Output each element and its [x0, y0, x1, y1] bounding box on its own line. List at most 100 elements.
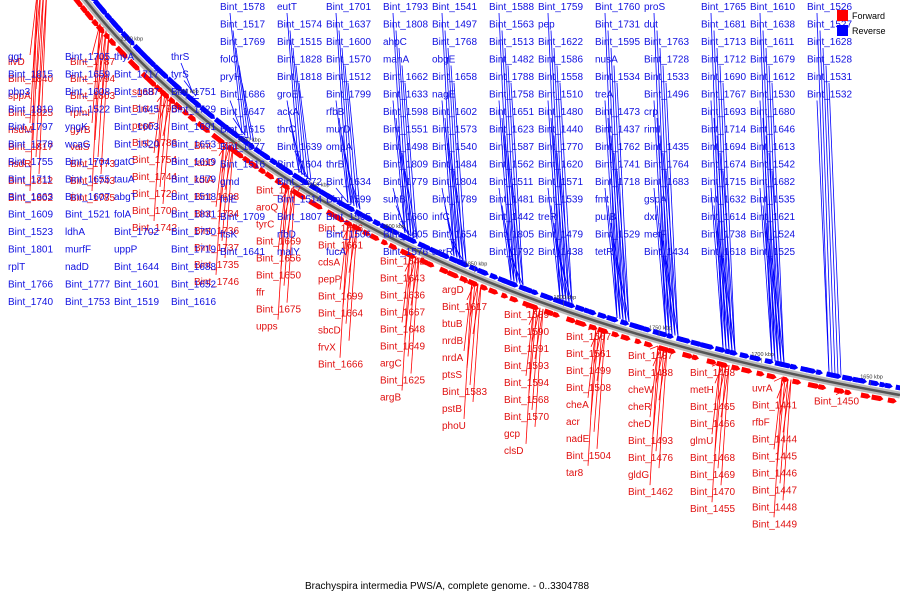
reverse-gene-label: Bint_1542: [750, 160, 795, 171]
forward-gene-arrow: [521, 300, 535, 309]
forward-label-line: [587, 327, 597, 398]
forward-gene-label: Bint_1786: [132, 138, 177, 149]
reverse-label-line: [510, 170, 524, 285]
reverse-gene-label: Bint_1690: [701, 72, 746, 83]
reverse-label-line: [816, 100, 830, 374]
reverse-gene-label: Bint_1719: [171, 245, 216, 256]
forward-label-line: [590, 328, 600, 415]
forward-label-line: [215, 140, 225, 275]
forward-gene-label: Bint_1568: [504, 395, 549, 406]
reverse-label-line: [719, 152, 733, 351]
forward-gene-arrows: [68, 0, 897, 404]
forward-gene-label: cheA: [566, 400, 589, 411]
reverse-gene-label: Bint_1805: [489, 230, 534, 241]
forward-label-line: [35, 0, 44, 90]
reverse-label-line: [398, 222, 412, 237]
forward-gene-label: Bint_1561: [566, 349, 611, 360]
reverse-label-line: [441, 100, 455, 257]
reverse-gene-label: Bint_1645: [114, 105, 159, 116]
reverse-label-line: [453, 82, 467, 262]
reverse-gene-arrow: [657, 330, 669, 338]
reverse-gene-arrow: [231, 130, 241, 139]
reverse-gene-label: Bint_1688: [171, 262, 216, 273]
scale-ticks: 2100 kbp 2050 kbp 2000 kbp 1950 kbp 1900 kbp…: [121, 36, 883, 386]
reverse-gene-label: Bint_1659: [65, 70, 110, 81]
forward-gene-arrow: [500, 292, 509, 299]
reverse-gene-label: Bint_1769: [220, 37, 265, 48]
reverse-gene-label: Bint_1765: [701, 2, 746, 13]
reverse-label-line: [507, 240, 521, 284]
forward-gene-arrow: [315, 203, 323, 210]
forward-gene-arrow: [325, 209, 336, 218]
reverse-gene-label: Bint_1712: [701, 55, 746, 66]
forward-label-line: [593, 329, 603, 432]
forward-gene-arrow: [807, 381, 820, 389]
reverse-gene-label: Bint_1762: [595, 142, 640, 153]
reverse-gene-label: Bint_1674: [701, 160, 746, 171]
reverse-label-line: [710, 187, 724, 349]
reverse-label-line: [453, 170, 467, 262]
forward-gene-arrow: [232, 148, 244, 159]
reverse-label-line: [504, 47, 518, 283]
reverse-gene-label: thrB: [326, 160, 345, 171]
reverse-gene-label: folE: [220, 195, 238, 206]
reverse-gene-label: rimI: [644, 125, 661, 136]
scale-tick-label: 2000 kbp: [238, 137, 261, 143]
reverse-gene-label: Bint_1632: [701, 195, 746, 206]
reverse-gene-label: Bint_1779: [383, 177, 428, 188]
reverse-gene-label: Bint_1653: [171, 140, 216, 151]
forward-label-line: [224, 147, 234, 190]
reverse-gene-arrow: [857, 377, 868, 384]
reverse-gene-label: Bint_1539: [538, 195, 583, 206]
forward-gene-arrow: [766, 372, 777, 380]
forward-gene-arrow: [667, 347, 676, 354]
forward-gene-arrow: [407, 252, 416, 259]
reverse-gene-arrow: [329, 195, 339, 203]
reverse-gene-label: gspA: [644, 195, 667, 206]
reverse-gene-label: Bint_1540: [432, 142, 477, 153]
reverse-gene-arrow: [574, 304, 586, 312]
reverse-gene-label: Bint_1530: [750, 90, 795, 101]
forward-label-line: [776, 378, 786, 467]
reverse-gene-label: Bint_1521: [65, 210, 110, 221]
forward-gene-arrow: [681, 351, 694, 359]
reverse-gene-label: Bint_1577: [220, 142, 265, 153]
reverse-gene-label: Bint_1482: [489, 55, 534, 66]
reverse-gene-arrow: [166, 76, 176, 86]
reverse-label-line: [607, 30, 621, 319]
reverse-gene-arrow: [301, 178, 310, 186]
forward-gene-label: pepP: [318, 275, 342, 286]
reverse-label-line: [768, 240, 782, 363]
reverse-label-line: [768, 152, 782, 363]
scale-tick-label: 1750 kbp: [649, 325, 672, 331]
forward-gene-label: Bint_1470: [690, 487, 735, 498]
reverse-label-line: [510, 257, 524, 286]
reverse-gene-label: Bint_1531: [807, 72, 852, 83]
reverse-gene-label: tauA: [114, 175, 135, 186]
forward-gene-arrow: [871, 394, 884, 402]
forward-gene-label: Bint_1441: [752, 400, 797, 411]
reverse-gene-arrow: [253, 146, 263, 155]
reverse-gene-label: Bint_1815: [8, 70, 53, 81]
forward-gene-label: Bint_1499: [566, 366, 611, 377]
reverse-gene-label: Bint_1600: [326, 37, 371, 48]
forward-gene-arrow: [248, 160, 259, 169]
reverse-label-line: [653, 100, 667, 333]
reverse-gene-label: Bint_1514: [277, 195, 322, 206]
reverse-gene-label: Bint_1480: [538, 107, 583, 118]
forward-gene-label: Bint_1508: [566, 383, 611, 394]
reverse-label-line: [719, 240, 733, 351]
reverse-gene-label: gatC: [114, 157, 135, 168]
forward-gene-label: Bint_1446: [752, 468, 797, 479]
reverse-label-line: [547, 187, 561, 299]
forward-gene-arrow: [369, 233, 380, 241]
reverse-label-line: [616, 82, 630, 322]
reverse-label-line: [828, 82, 842, 376]
reverse-label-line: [292, 135, 306, 177]
reverse-gene-label: Bint_1586: [538, 55, 583, 66]
forward-gene-label: tar8: [566, 468, 584, 479]
forward-gene-label: Bint_1669: [256, 237, 301, 248]
scale-tick-label: 2100 kbp: [121, 36, 144, 42]
forward-label-line: [711, 362, 721, 435]
reverse-gene-label: Bint_1599: [326, 195, 371, 206]
